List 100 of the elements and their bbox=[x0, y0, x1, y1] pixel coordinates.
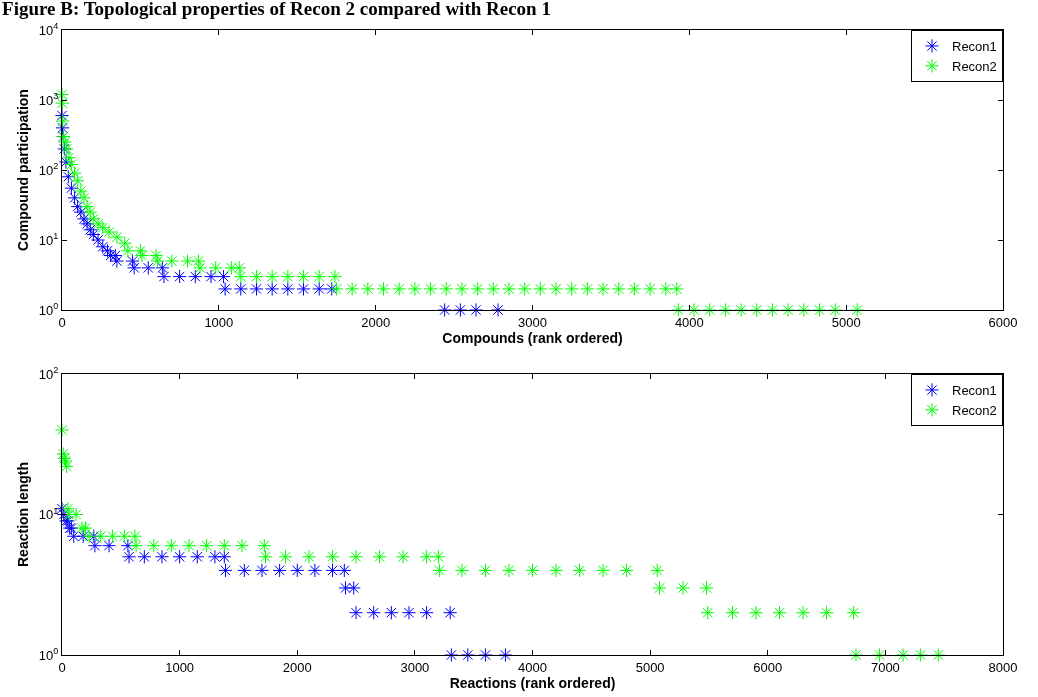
point bbox=[699, 580, 714, 596]
point bbox=[155, 260, 170, 275]
point bbox=[652, 580, 667, 596]
point bbox=[216, 269, 231, 284]
y-tick-label: 10$^{0}$ bbox=[38, 301, 59, 318]
point bbox=[218, 281, 233, 297]
point bbox=[105, 529, 120, 544]
y-tick-label: 10$^{3}$ bbox=[38, 91, 59, 108]
x-tick-label: 2000 bbox=[361, 314, 391, 330]
x-tick-label: 2000 bbox=[282, 659, 312, 675]
point bbox=[60, 501, 75, 516]
point bbox=[478, 563, 493, 578]
point bbox=[346, 580, 361, 596]
x-axis-title: Compounds (rank ordered) bbox=[442, 329, 623, 346]
point bbox=[401, 605, 417, 620]
point bbox=[795, 605, 811, 620]
x-axis-title: Reactions (rank ordered) bbox=[449, 674, 616, 691]
point bbox=[218, 563, 233, 578]
point bbox=[307, 563, 322, 578]
point bbox=[172, 269, 187, 284]
point bbox=[79, 216, 95, 231]
point bbox=[93, 529, 108, 544]
point bbox=[207, 549, 223, 564]
point bbox=[156, 269, 172, 284]
point bbox=[172, 549, 187, 564]
point bbox=[67, 190, 82, 205]
point bbox=[372, 549, 387, 564]
point bbox=[675, 580, 691, 596]
point bbox=[312, 281, 327, 297]
y-axis-title: Compound participation bbox=[15, 89, 32, 251]
point bbox=[772, 605, 787, 620]
point bbox=[619, 563, 634, 578]
y-tick-label: 10$^{0}$ bbox=[38, 646, 59, 663]
point bbox=[58, 154, 74, 170]
point bbox=[498, 647, 513, 663]
point bbox=[337, 563, 352, 578]
point bbox=[120, 538, 135, 553]
x-tick-label: 6000 bbox=[988, 314, 1018, 330]
point bbox=[86, 227, 101, 242]
x-tick-label: 1000 bbox=[204, 314, 234, 330]
point bbox=[290, 563, 305, 578]
point bbox=[146, 538, 161, 553]
point bbox=[70, 199, 85, 214]
x-tick-label: 0 bbox=[58, 659, 66, 675]
point bbox=[437, 302, 452, 318]
point bbox=[325, 563, 340, 578]
x-tick-label: 3000 bbox=[400, 659, 430, 675]
point bbox=[419, 605, 434, 620]
point bbox=[931, 647, 946, 663]
point bbox=[233, 281, 248, 297]
point bbox=[59, 459, 74, 474]
point bbox=[650, 563, 665, 578]
x-tick-label: 5000 bbox=[635, 659, 665, 675]
point bbox=[203, 269, 219, 284]
chart-title: Figure B: Topological properties of Recon 2 compared with Recon 1 bbox=[2, 0, 551, 20]
legend-label: Recon1 bbox=[952, 383, 997, 399]
point bbox=[87, 538, 103, 553]
point bbox=[181, 538, 197, 553]
point bbox=[700, 605, 715, 620]
y-tick-label: 10$^{4}$ bbox=[38, 21, 59, 38]
point bbox=[125, 253, 140, 269]
x-tick-label: 7000 bbox=[870, 659, 900, 675]
point bbox=[384, 605, 399, 620]
x-tick-label: 0 bbox=[58, 314, 66, 330]
point bbox=[265, 281, 280, 297]
point bbox=[78, 521, 93, 536]
point bbox=[872, 647, 887, 663]
legend-label: Recon1 bbox=[952, 39, 997, 55]
point bbox=[848, 647, 864, 663]
y-tick-label: 10$^{1}$ bbox=[38, 231, 59, 248]
point bbox=[348, 549, 364, 564]
legend-label: Recon2 bbox=[952, 58, 997, 74]
point bbox=[913, 647, 928, 663]
x-tick-label: 8000 bbox=[988, 659, 1018, 675]
point bbox=[217, 538, 232, 553]
point bbox=[272, 563, 287, 578]
point bbox=[54, 422, 70, 438]
point bbox=[453, 302, 468, 318]
point bbox=[81, 529, 97, 544]
point bbox=[432, 563, 447, 578]
point bbox=[55, 120, 70, 135]
point bbox=[117, 529, 132, 544]
point bbox=[90, 232, 106, 248]
x-tick-label: 3000 bbox=[518, 314, 547, 330]
point bbox=[572, 563, 587, 578]
point bbox=[61, 169, 76, 184]
y-tick-label: 10$^{2}$ bbox=[38, 365, 59, 382]
point bbox=[199, 538, 214, 553]
point bbox=[254, 563, 270, 578]
point bbox=[129, 538, 144, 553]
point bbox=[443, 605, 458, 620]
x-tick-label: 1000 bbox=[165, 659, 195, 675]
point bbox=[127, 260, 142, 275]
point bbox=[396, 549, 411, 564]
point bbox=[154, 549, 170, 564]
point bbox=[64, 181, 79, 196]
point bbox=[217, 549, 232, 564]
point bbox=[444, 647, 459, 663]
point bbox=[234, 538, 250, 553]
point bbox=[324, 281, 339, 297]
